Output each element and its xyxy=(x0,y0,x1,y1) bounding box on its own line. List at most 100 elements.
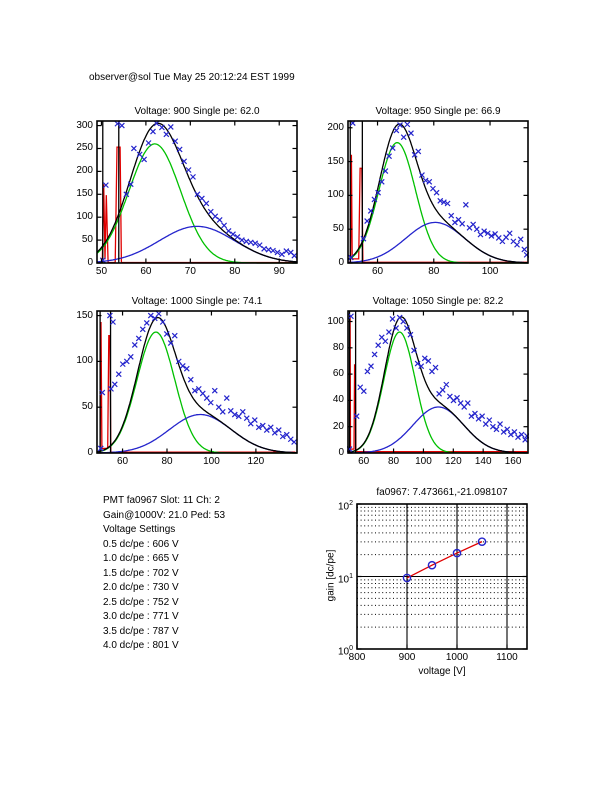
spectrum-1050-y-tick-label: 100 xyxy=(327,315,344,327)
chart-title-gain-curve: fa0967: 7.473661,-21.098107 xyxy=(376,487,508,498)
spectrum-1000-x-tick-label: 60 xyxy=(116,456,129,467)
spectrum-900-axes-box xyxy=(96,120,298,264)
spectrum-950-y-tick-label: 200 xyxy=(327,121,344,133)
spectrum-1050-x-tick-label: 100 xyxy=(415,456,432,467)
spectrum-950-x-tick-label: 100 xyxy=(481,266,499,277)
gain-curve-series xyxy=(402,537,487,583)
spectrum-1050-y-tick-label: 80 xyxy=(332,341,344,353)
spectrum-900-x-tick-label: 60 xyxy=(140,266,152,277)
spectrum-950-canvas xyxy=(347,120,529,264)
chart-spectrum-950: 60 80 100 0 50 100 150 200 xyxy=(327,120,529,277)
gain-curve-x-tick-label: 1100 xyxy=(496,652,518,663)
gain-points xyxy=(402,537,487,583)
pmt-info-panel: PMT fa0967 Slot: 11 Ch: 2 Gain@1000V: 21… xyxy=(103,494,225,654)
gain-curve-x-tick-label: 800 xyxy=(348,652,366,663)
gain-curve-y-tick-label: 100 xyxy=(337,645,353,658)
chart-title-voltage-1050: Voltage: 1050 Single pe: 82.2 xyxy=(372,296,504,307)
gain-y-axis-label: gain [dc/pe] xyxy=(325,549,337,602)
spectrum-900-y-tick-label: 250 xyxy=(76,142,93,154)
spectrum-1000-axes-box xyxy=(96,310,298,454)
spectrum-900-y-tick-label: 0 xyxy=(87,257,93,268)
spectrum-1000-x-tick-label: 100 xyxy=(203,456,220,467)
spectrum-1050-x-tick-label: 140 xyxy=(474,456,492,467)
gain-curve-canvas xyxy=(356,503,528,650)
voltage-setting-row: 4.0 dc/pe : 801 V xyxy=(103,640,179,651)
chart-spectrum-900: 50 60 70 80 90 0 50 100 150 200 250 300 xyxy=(76,120,298,277)
spectrum-1000-y-tick-label: 50 xyxy=(81,401,93,413)
total-fit xyxy=(96,122,298,263)
spectrum-900-y-tick-label: 200 xyxy=(76,165,93,177)
spectrum-900-x-tick-label: 80 xyxy=(229,266,241,277)
spectrum-1000-y-tick-label: 150 xyxy=(76,309,93,321)
spectrum-950-x-tick-label: 80 xyxy=(428,266,440,277)
voltage-setting-row: 1.5 dc/pe : 702 V xyxy=(103,567,179,579)
spectrum-1050-x-tick-label: 60 xyxy=(358,456,370,467)
voltage-settings-heading: Voltage Settings xyxy=(103,524,176,535)
pedestal-fit xyxy=(348,154,528,263)
spectrum-900-y-tick-label: 100 xyxy=(76,211,93,223)
spectrum-1050-x-tick-label: 120 xyxy=(444,456,462,467)
spectrum-1050-canvas xyxy=(347,310,529,454)
spectrum-1000-x-tick-label: 80 xyxy=(161,456,173,467)
chart-title-voltage-950: Voltage: 950 Single pe: 66.9 xyxy=(375,106,501,117)
pedestal-fit xyxy=(97,146,297,264)
total-fit xyxy=(347,316,528,454)
spectrum-950-series xyxy=(347,120,529,264)
spectrum-950-y-tick-label: 100 xyxy=(327,189,344,201)
spectrum-1000-y-tick-label: 100 xyxy=(76,355,93,367)
data-points xyxy=(347,313,529,452)
spectrum-1050-series xyxy=(347,311,529,454)
spectrum-900-x-tick-label: 70 xyxy=(184,266,196,277)
data-points xyxy=(99,120,298,264)
voltage-setting-row: 2.0 dc/pe : 730 V xyxy=(103,582,179,593)
gain-ped-line: Gain@1000V: 21.0 Ped: 53 xyxy=(103,509,226,521)
spectrum-1000-canvas xyxy=(96,310,298,454)
voltage-setting-row: 0.5 dc/pe : 606 V xyxy=(103,538,179,550)
spectrum-1050-y-tick-label: 20 xyxy=(332,420,344,432)
spectrum-950-axes-box xyxy=(347,120,529,264)
spectrum-900-series xyxy=(96,120,298,264)
spectrum-900-x-tick-label: 50 xyxy=(95,266,108,277)
gain-curve-y-tick-label: 101 xyxy=(337,572,353,585)
session-timestamp: observer@sol Tue May 25 20:12:24 EST 199… xyxy=(89,72,295,83)
data-points xyxy=(97,310,298,452)
spectrum-950-y-tick-label: 50 xyxy=(332,223,344,235)
chart-title-voltage-900: Voltage: 900 Single pe: 62.0 xyxy=(134,106,260,117)
spectrum-950-y-tick-label: 150 xyxy=(327,155,344,167)
multi-pe-fit xyxy=(97,413,297,454)
chart-title-voltage-1000: Voltage: 1000 Single pe: 74.1 xyxy=(131,296,263,307)
spectrum-1000-series xyxy=(96,310,298,454)
spectrum-1050-y-tick-label: 60 xyxy=(332,368,344,380)
spectrum-900-y-tick-label: 150 xyxy=(76,188,93,200)
spectrum-900-x-tick-label: 90 xyxy=(273,266,285,277)
chart-gain-vs-voltage: 800 900 1000 1100 100 101 102 xyxy=(338,500,528,663)
gain-curve-x-tick-label: 900 xyxy=(398,652,416,663)
spectrum-900-y-tick-label: 300 xyxy=(76,119,93,131)
spectrum-1050-axes-box xyxy=(347,310,529,454)
chart-spectrum-1050: 60 80 100 120 140 160 0 20 40 60 80 100 xyxy=(327,310,529,467)
spectrum-950-x-tick-label: 60 xyxy=(371,266,384,277)
gain-curve-y-tick-label: 102 xyxy=(337,500,353,513)
chart-spectrum-1000: 60 80 100 120 0 50 100 150 xyxy=(76,310,298,467)
spectrum-900-canvas xyxy=(96,120,298,264)
spectrum-1050-x-tick-label: 80 xyxy=(387,456,400,467)
voltage-setting-row: 3.5 dc/pe : 787 V xyxy=(103,625,179,637)
voltage-setting-row: 2.5 dc/pe : 752 V xyxy=(103,596,179,608)
spectrum-1000-x-tick-label: 120 xyxy=(247,456,265,467)
voltage-setting-row: 1.0 dc/pe : 665 V xyxy=(103,553,179,564)
gain-curve-x-tick-label: 1000 xyxy=(445,652,469,663)
spectrum-1050-y-tick-label: 40 xyxy=(332,394,344,406)
spectrum-1050-y-tick-label: 0 xyxy=(338,447,344,458)
total-fit xyxy=(96,316,297,454)
gain-fit-line xyxy=(406,541,483,579)
gain-x-axis-label: voltage [V] xyxy=(418,666,466,677)
spectrum-950-y-tick-label: 0 xyxy=(338,257,344,268)
pedestal-fit xyxy=(348,316,528,453)
spectrum-1050-x-tick-label: 160 xyxy=(504,456,522,467)
spectrum-900-y-tick-label: 50 xyxy=(81,234,93,246)
single-pe-fit xyxy=(96,143,297,264)
data-points xyxy=(347,120,529,261)
voltage-setting-row: 3.0 dc/pe : 771 V xyxy=(103,611,179,622)
pmt-id-line: PMT fa0967 Slot: 11 Ch: 2 xyxy=(103,495,220,506)
